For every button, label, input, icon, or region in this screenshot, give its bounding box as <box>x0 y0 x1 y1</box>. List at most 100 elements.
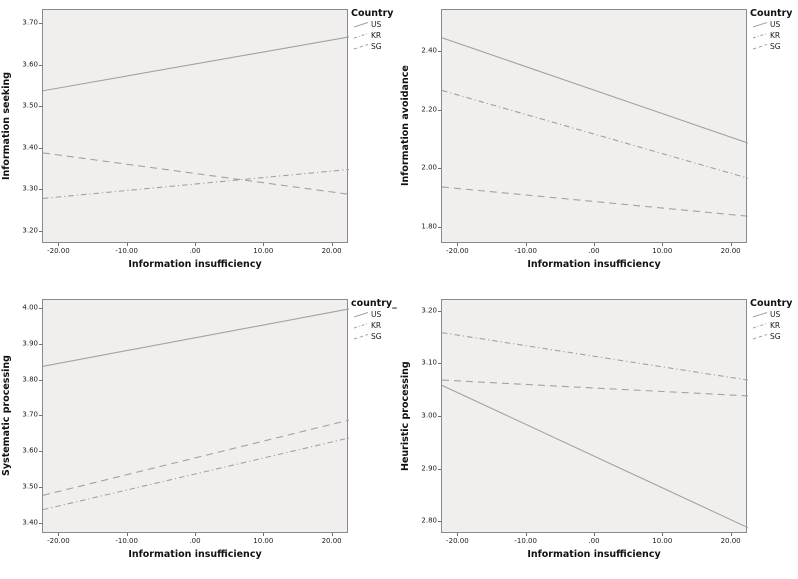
series-line-us <box>442 384 748 529</box>
legend-item-label: KR <box>770 30 781 40</box>
x-tick-mark <box>331 533 333 536</box>
legend-item-kr: KR <box>750 30 796 41</box>
x-tick-label: 20.00 <box>720 537 741 545</box>
y-tick-label: 3.50 <box>22 482 38 491</box>
legend-title: Country <box>351 8 394 19</box>
y-tick-label: 2.00 <box>421 163 437 172</box>
x-tick-mark <box>525 533 527 536</box>
y-axis-label: Information avoidance <box>400 65 411 187</box>
y-tick-mark <box>39 343 42 345</box>
x-tick-label: 10.00 <box>652 247 673 255</box>
x-tick-label: .00 <box>189 537 201 545</box>
legend-item-label: US <box>770 309 781 319</box>
y-tick-mark <box>39 415 42 417</box>
x-tick-label: 20.00 <box>321 537 342 545</box>
y-tick-mark <box>39 64 42 66</box>
y-tick-mark <box>39 487 42 489</box>
legend-item-label: SG <box>371 41 382 51</box>
legend-item-label: US <box>770 19 781 29</box>
legend-item-label: US <box>371 19 382 29</box>
legend-item-label: KR <box>371 30 382 40</box>
y-tick-mark <box>39 230 42 232</box>
x-axis-label: Information insufficiency <box>527 259 661 270</box>
x-tick-mark <box>58 533 60 536</box>
legend-line-sample-us <box>353 22 369 28</box>
x-tick-label: -10.00 <box>115 537 138 545</box>
y-tick-mark <box>438 226 441 228</box>
legend-item-label: KR <box>371 320 382 330</box>
x-tick-label: .00 <box>189 247 201 255</box>
y-tick-label: 2.40 <box>421 46 437 55</box>
y-tick-mark <box>438 109 441 111</box>
x-tick-mark <box>662 533 664 536</box>
y-tick-mark <box>39 189 42 191</box>
legend-item-us: US <box>750 309 796 320</box>
legend-item-label: SG <box>371 331 382 341</box>
x-tick-label: .00 <box>588 247 600 255</box>
legend-item-us: US <box>750 19 796 30</box>
plot-area <box>42 9 349 243</box>
x-tick-mark <box>730 533 732 536</box>
y-tick-label: 3.60 <box>22 446 38 455</box>
x-tick-label: -20.00 <box>47 537 70 545</box>
legend-item-kr: KR <box>750 320 796 331</box>
y-axis-label: Systematic processing <box>1 355 12 477</box>
y-tick-label: 3.30 <box>22 184 38 193</box>
x-axis-label: Information insufficiency <box>128 549 262 560</box>
y-tick-label: 3.60 <box>22 60 38 69</box>
y-tick-label: 3.20 <box>22 226 38 235</box>
legend: country_ US KR SG <box>351 298 397 342</box>
series-line-kr <box>442 332 748 381</box>
legend-title: country_ <box>351 298 397 309</box>
y-tick-label: 2.20 <box>421 105 437 114</box>
x-tick-label: -10.00 <box>115 247 138 255</box>
series-line-kr <box>43 168 349 199</box>
x-tick-label: -20.00 <box>47 247 70 255</box>
y-axis-label: Heuristic processing <box>400 361 411 471</box>
plot-area <box>441 299 748 533</box>
legend-line-sample-kr <box>353 33 369 39</box>
plot-area <box>42 299 349 533</box>
y-tick-mark <box>438 168 441 170</box>
x-tick-mark <box>126 533 128 536</box>
x-tick-mark <box>126 243 128 246</box>
legend-line-sample-us <box>752 22 768 28</box>
y-tick-mark <box>438 51 441 53</box>
y-tick-label: 3.40 <box>22 518 38 527</box>
y-tick-mark <box>39 451 42 453</box>
y-tick-label: 3.40 <box>22 143 38 152</box>
y-tick-mark <box>438 310 441 312</box>
series-lines <box>43 308 349 511</box>
x-tick-mark <box>525 243 527 246</box>
legend-title: Country <box>750 8 793 19</box>
legend-item-sg: SG <box>351 41 397 52</box>
y-tick-label: 3.80 <box>22 375 38 384</box>
plot-area <box>441 9 748 243</box>
chart-systematic-processing: 4.00 3.90 3.80 3.70 3.60 3.50 3.40 -20.00 -10.00… <box>0 290 399 579</box>
legend: Country US KR SG <box>750 8 796 52</box>
series-line-sg <box>43 152 349 195</box>
legend-item-label: SG <box>770 331 781 341</box>
legend-title: Country <box>750 298 793 309</box>
legend-line-sample-sg <box>752 334 768 340</box>
legend-item-kr: KR <box>351 320 397 331</box>
x-tick-label: -20.00 <box>446 537 469 545</box>
chart-heuristic-processing: 3.20 3.10 3.00 2.90 2.80 -20.00 -10.00 .00 10.00… <box>399 290 798 579</box>
legend-item-label: KR <box>770 320 781 330</box>
series-line-us <box>43 36 349 92</box>
y-tick-mark <box>39 23 42 25</box>
y-tick-label: 3.90 <box>22 339 38 348</box>
legend-item-us: US <box>351 19 397 30</box>
series-lines <box>43 36 349 199</box>
y-tick-mark <box>39 307 42 309</box>
chart-information-avoidance: 2.40 2.20 2.00 1.80 -20.00 -10.00 .00 10.00 20.0… <box>399 0 798 289</box>
legend-line-sample-kr <box>353 323 369 329</box>
y-tick-mark <box>39 379 42 381</box>
x-tick-mark <box>263 243 265 246</box>
y-tick-label: 1.80 <box>421 222 437 231</box>
y-tick-mark <box>39 522 42 524</box>
y-tick-label: 3.20 <box>421 306 437 315</box>
y-tick-label: 3.70 <box>22 410 38 419</box>
legend-line-sample-kr <box>752 33 768 39</box>
legend-item-kr: KR <box>351 30 397 41</box>
